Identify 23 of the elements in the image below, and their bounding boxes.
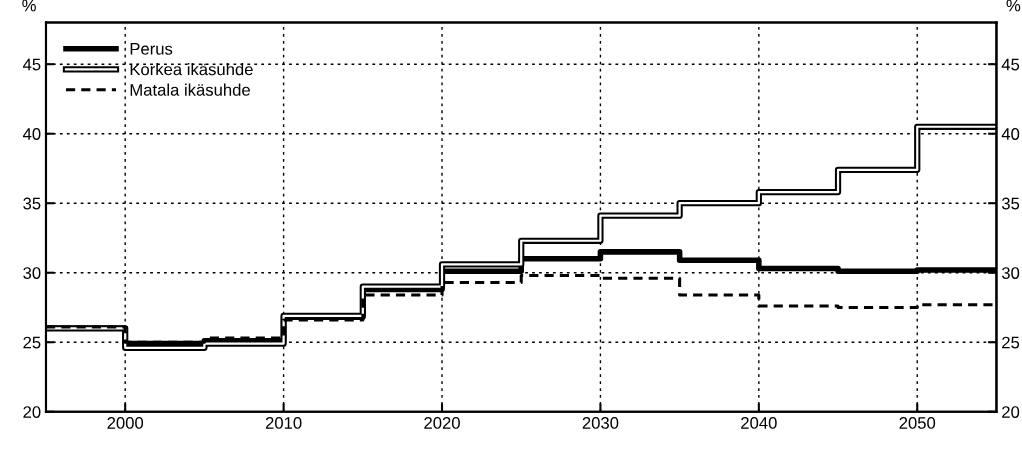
y-tick-label: 20 [23,406,41,418]
y2-tick-label: 20 [1002,406,1020,418]
legend-label: Perus [130,43,173,55]
y-tick-label: 30 [23,267,41,279]
y2-tick-label: 25 [1002,336,1020,349]
y-tick-label: 25 [23,336,41,349]
y-tick-label: 45 [22,58,41,71]
y-axis-title: % [22,0,36,12]
y-tick-label: 40 [22,128,41,140]
y2-tick-label: 40 [1001,128,1020,140]
legend-label: Matala ikäsuhde [130,83,250,96]
x-tick-label: 2050 [899,417,936,429]
x-tick-label: 2010 [265,417,302,429]
x-tick-label: 2030 [582,417,619,429]
legend-label: Korkea ikäsuhde [130,63,253,76]
x-tick-label: 2000 [107,417,144,429]
y-tick-label: 35 [23,197,41,210]
y2-tick-label: 45 [1001,58,1020,71]
y2-tick-label: 30 [1001,267,1020,279]
y2-tick-label: 35 [1001,197,1020,210]
y2-axis-title: % [1006,0,1021,12]
x-tick-label: 2040 [741,417,777,429]
x-tick-label: 2020 [424,417,460,429]
